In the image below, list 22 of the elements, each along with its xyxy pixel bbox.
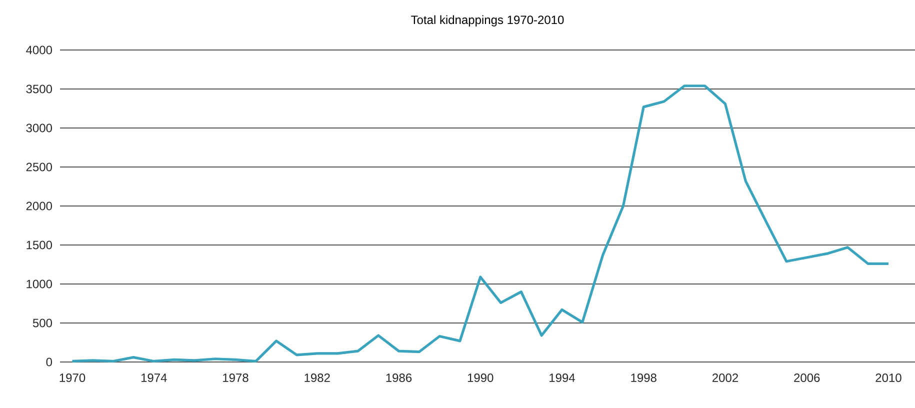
x-tick-label: 1974 xyxy=(141,374,167,382)
y-tick-label: 2000 xyxy=(26,202,52,210)
x-tick-label: 1986 xyxy=(386,374,412,382)
y-tick-label: 500 xyxy=(32,318,52,328)
x-tick-label: 2010 xyxy=(876,374,902,382)
x-tick-label: 1990 xyxy=(468,374,494,382)
y-tick-label: 1000 xyxy=(26,280,52,288)
x-tick-label: 1978 xyxy=(223,374,248,382)
line-series xyxy=(70,84,890,363)
y-tick-label: 3500 xyxy=(26,84,52,94)
x-tick-label: 2006 xyxy=(794,374,820,382)
y-tick-label: 2500 xyxy=(26,162,52,172)
x-tick-label: 1994 xyxy=(550,374,575,382)
x-tick-label: 1982 xyxy=(304,374,330,382)
y-tick-label: 1500 xyxy=(26,240,52,250)
x-tick-label: 1998 xyxy=(631,374,656,382)
x-tick-label: 1970 xyxy=(60,374,86,382)
chart-title: Total kidnappings 1970-2010 xyxy=(411,15,564,26)
y-tick-label: 3000 xyxy=(26,124,52,132)
y-tick-label: 0 xyxy=(46,358,52,366)
y-tick-label: 4000 xyxy=(26,46,52,54)
x-tick-label: 2002 xyxy=(712,374,738,382)
